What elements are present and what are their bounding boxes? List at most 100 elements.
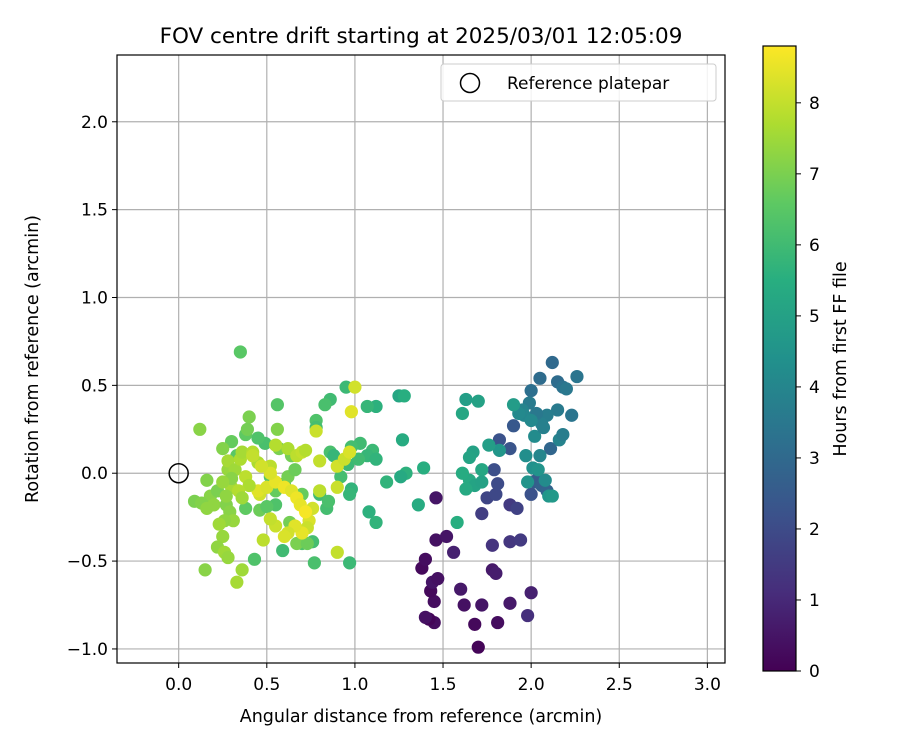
- colorbar-tick-label: 4: [809, 378, 820, 398]
- chart-title: FOV centre drift starting at 2025/03/01 …: [160, 24, 683, 49]
- data-point: [369, 452, 383, 466]
- data-point: [545, 489, 559, 503]
- data-point: [492, 433, 507, 447]
- data-point: [246, 449, 260, 463]
- data-point: [360, 399, 374, 414]
- data-point: [343, 556, 357, 570]
- data-point: [429, 533, 443, 547]
- data-point: [221, 550, 235, 565]
- data-point: [251, 431, 265, 445]
- data-point: [482, 438, 496, 452]
- legend-box: [440, 63, 717, 102]
- data-point: [235, 563, 249, 577]
- x-tick-label: 0.0: [165, 675, 192, 695]
- data-point: [216, 529, 230, 544]
- x-tick-label: 0.5: [253, 675, 280, 695]
- data-point: [565, 408, 579, 422]
- data-point: [256, 533, 270, 547]
- data-point: [242, 410, 256, 424]
- x-tick-label: 1.5: [430, 675, 457, 695]
- y-tick-label: −1.0: [67, 640, 108, 660]
- data-point: [343, 487, 357, 501]
- data-point: [533, 449, 547, 463]
- plot-frame: [116, 54, 726, 664]
- x-tick-label: 2.0: [518, 675, 545, 695]
- data-point: [570, 369, 584, 384]
- colorbar-tick-label: 2: [809, 520, 820, 540]
- y-axis-label: Rotation from reference (arcmin): [23, 215, 43, 503]
- colorbar-ticks: 0 1 2 3 4 5 6 7 8: [796, 94, 820, 682]
- data-point: [334, 470, 348, 484]
- data-point: [200, 473, 214, 487]
- data-point: [447, 545, 461, 559]
- data-point: [506, 398, 521, 412]
- x-axis-label: Angular distance from reference (arcmin): [240, 707, 603, 727]
- data-point: [254, 459, 269, 473]
- data-point: [513, 533, 528, 547]
- x-tick-label: 3.0: [694, 675, 721, 695]
- data-point: [281, 442, 295, 456]
- y-tick-label: 1.0: [81, 288, 108, 308]
- colorbar-tick-label: 7: [809, 165, 820, 185]
- colorbar-frame: [762, 45, 797, 672]
- data-point: [429, 491, 443, 505]
- data-point: [216, 475, 230, 489]
- data-point: [471, 640, 485, 654]
- data-point: [533, 371, 547, 385]
- data-point: [524, 586, 538, 600]
- colorbar-tick-label: 1: [809, 591, 820, 611]
- data-point: [270, 398, 284, 412]
- colorbar-gradient: [763, 46, 796, 671]
- data-point: [418, 610, 433, 624]
- data-point: [219, 489, 233, 503]
- data-point: [411, 498, 425, 512]
- data-point: [235, 491, 249, 505]
- data-point: [503, 596, 517, 610]
- data-point: [459, 392, 473, 407]
- data-point: [300, 536, 314, 551]
- data-point: [290, 536, 304, 551]
- legend-reference-marker: [459, 72, 481, 94]
- data-point: [351, 452, 366, 466]
- data-point: [524, 487, 538, 501]
- data-point: [269, 438, 283, 452]
- data-point: [485, 538, 499, 552]
- data-point: [559, 382, 573, 396]
- data-point: [240, 422, 255, 436]
- data-point: [503, 442, 517, 456]
- data-point: [380, 475, 394, 489]
- data-point: [198, 563, 212, 577]
- data-point: [235, 445, 249, 459]
- data-point: [457, 598, 471, 612]
- data-point: [550, 403, 565, 417]
- data-point: [318, 398, 332, 412]
- data-point: [270, 422, 284, 436]
- data-point: [489, 487, 503, 501]
- data-point: [298, 505, 313, 519]
- data-point: [528, 429, 542, 443]
- data-point: [394, 470, 408, 484]
- colorbar: 0 1 2 3 4 5 6 7 8 Hours from first FF file: [762, 45, 851, 682]
- data-point: [556, 427, 570, 442]
- data-point: [313, 484, 327, 498]
- data-point: [321, 494, 336, 508]
- data-points: [187, 345, 584, 654]
- data-point: [247, 552, 262, 566]
- x-tick-label: 1.0: [341, 675, 368, 695]
- data-point: [475, 507, 489, 521]
- data-point: [242, 478, 256, 493]
- data-point: [521, 608, 535, 623]
- gridlines: [117, 55, 725, 663]
- data-point: [489, 566, 503, 580]
- data-point: [427, 594, 441, 609]
- data-point: [221, 454, 235, 468]
- data-point: [417, 461, 431, 475]
- colorbar-tick-label: 5: [809, 307, 820, 327]
- data-point: [276, 543, 290, 558]
- data-point: [491, 477, 505, 491]
- data-point: [343, 445, 357, 459]
- y-tick-label: 1.5: [81, 201, 108, 221]
- data-point: [263, 466, 277, 480]
- y-tick-label: 0.0: [81, 464, 108, 484]
